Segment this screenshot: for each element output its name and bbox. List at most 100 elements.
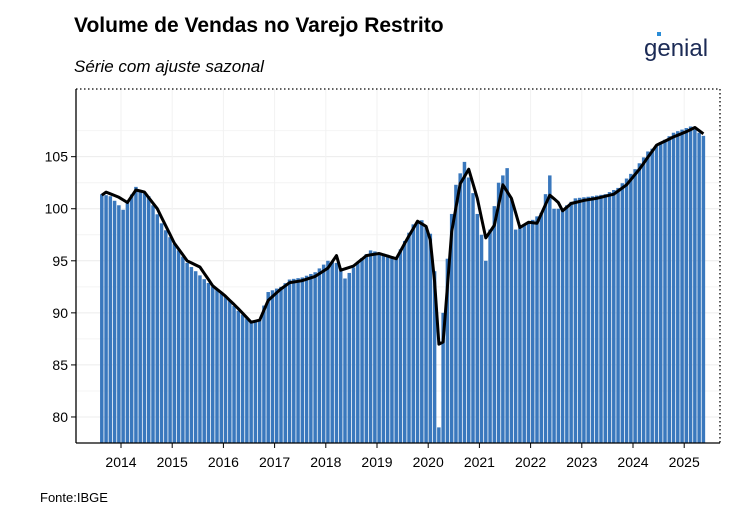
bar bbox=[338, 270, 343, 443]
bar bbox=[629, 173, 633, 443]
bar bbox=[321, 264, 326, 443]
bar bbox=[266, 292, 270, 443]
bar bbox=[424, 226, 428, 443]
bar bbox=[650, 148, 654, 443]
brand-accent-mark bbox=[657, 32, 661, 36]
bar bbox=[518, 227, 522, 443]
bar bbox=[313, 272, 317, 443]
bar bbox=[181, 256, 185, 443]
bar bbox=[236, 310, 241, 443]
y-tick-label: 90 bbox=[52, 305, 68, 321]
bar bbox=[565, 205, 569, 443]
bar bbox=[330, 261, 334, 443]
bar bbox=[398, 249, 403, 443]
x-tick-label: 2023 bbox=[566, 454, 597, 470]
bar bbox=[159, 223, 164, 443]
bar bbox=[684, 128, 689, 443]
bar bbox=[317, 268, 322, 443]
bar bbox=[445, 258, 450, 443]
bar bbox=[360, 258, 364, 443]
x-tick-label: 2022 bbox=[515, 454, 546, 470]
x-tick-label: 2014 bbox=[105, 454, 136, 470]
bar bbox=[185, 262, 189, 443]
bar bbox=[667, 136, 672, 443]
bar bbox=[377, 252, 381, 443]
bar bbox=[522, 225, 526, 443]
bar bbox=[292, 278, 296, 443]
bar bbox=[590, 196, 595, 443]
bar bbox=[633, 169, 637, 443]
bar bbox=[535, 216, 539, 443]
bar bbox=[641, 157, 646, 443]
series-line bbox=[100, 126, 705, 346]
bar bbox=[539, 212, 544, 443]
bar bbox=[172, 244, 177, 443]
bar bbox=[223, 296, 228, 443]
bar bbox=[616, 187, 620, 443]
y-tick-label: 80 bbox=[52, 409, 68, 425]
bar bbox=[146, 196, 151, 443]
bar bbox=[496, 182, 501, 444]
bar bbox=[210, 286, 215, 443]
bar bbox=[573, 198, 578, 443]
bar bbox=[671, 132, 676, 443]
bar bbox=[577, 197, 582, 443]
x-tick-label: 2018 bbox=[310, 454, 341, 470]
bar bbox=[479, 234, 484, 443]
bar bbox=[257, 319, 262, 443]
brand-name: genial bbox=[644, 35, 708, 62]
bar bbox=[624, 178, 629, 443]
bar bbox=[309, 273, 313, 443]
bar bbox=[599, 194, 603, 443]
bar bbox=[680, 129, 684, 443]
bar bbox=[215, 289, 219, 443]
bar bbox=[193, 271, 198, 443]
bar bbox=[168, 237, 172, 443]
bar bbox=[112, 200, 117, 443]
bar bbox=[176, 250, 181, 443]
bar bbox=[492, 206, 497, 443]
bar bbox=[253, 320, 258, 443]
bar bbox=[245, 318, 249, 443]
bar bbox=[240, 314, 245, 443]
chart-axes: 80 85 90 95 100 105 2014 2015 2016 2017 2018 2019 20… bbox=[45, 88, 721, 470]
bar bbox=[347, 272, 352, 443]
bar bbox=[420, 220, 424, 443]
genial-logo: genial bbox=[642, 28, 732, 68]
bar bbox=[552, 208, 556, 443]
bar bbox=[620, 183, 625, 443]
bar bbox=[155, 214, 160, 443]
chart-subtitle: Série com ajuste sazonal bbox=[74, 57, 264, 76]
bar bbox=[351, 267, 356, 443]
bar bbox=[117, 205, 121, 443]
x-tick-label: 2016 bbox=[208, 454, 239, 470]
bar bbox=[530, 219, 535, 443]
bar bbox=[104, 195, 108, 443]
bar bbox=[505, 168, 509, 444]
bar bbox=[343, 278, 347, 443]
bar bbox=[428, 233, 433, 443]
y-tick-label: 100 bbox=[45, 201, 69, 217]
bar bbox=[646, 151, 650, 443]
bar bbox=[658, 143, 663, 443]
bar bbox=[270, 290, 275, 443]
x-tick-label: 2024 bbox=[617, 454, 648, 470]
bar bbox=[189, 267, 194, 443]
bar bbox=[390, 256, 394, 443]
x-tick-label: 2025 bbox=[669, 454, 700, 470]
bar bbox=[458, 173, 462, 443]
bar bbox=[125, 202, 130, 443]
bar bbox=[249, 322, 253, 443]
bar bbox=[484, 260, 488, 443]
bar bbox=[594, 195, 599, 443]
bar bbox=[385, 254, 390, 443]
bar bbox=[262, 305, 266, 443]
x-tick-label: 2019 bbox=[361, 454, 392, 470]
bar bbox=[164, 230, 168, 443]
bar bbox=[697, 132, 701, 443]
source-note: Fonte:IBGE bbox=[40, 490, 108, 505]
bar bbox=[100, 194, 104, 443]
bar bbox=[462, 161, 467, 443]
bar bbox=[701, 135, 706, 443]
